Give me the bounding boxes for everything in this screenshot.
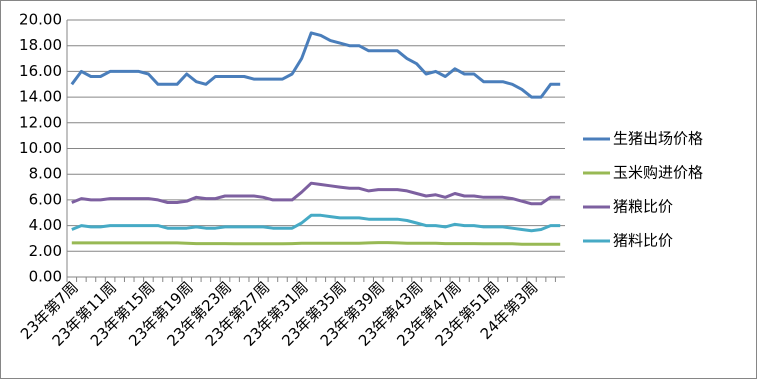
y-tick-label: 8.00 xyxy=(29,165,62,183)
data-line xyxy=(71,213,561,233)
data-line xyxy=(71,241,561,246)
data-line xyxy=(71,181,561,206)
y-tick-label: 14.00 xyxy=(19,88,62,106)
legend-label: 玉米购进价格 xyxy=(613,164,703,182)
y-tick-label: 4.00 xyxy=(29,216,62,234)
data-line xyxy=(70,31,561,99)
legend-label: 猪粮比价 xyxy=(613,198,673,216)
legend-label: 生猪出场价格 xyxy=(613,130,703,148)
y-tick-label: 6.00 xyxy=(29,190,62,208)
y-tick-label: 20.00 xyxy=(19,11,62,29)
y-tick-label: 18.00 xyxy=(19,36,62,54)
y-tick-label: 10.00 xyxy=(19,139,62,157)
y-tick-label: 12.00 xyxy=(19,113,62,131)
y-tick-label: 16.00 xyxy=(19,62,62,80)
y-tick-label: 2.00 xyxy=(29,242,62,260)
y-tick-label: 0.00 xyxy=(29,268,62,286)
legend-label: 猪料比价 xyxy=(613,232,673,250)
